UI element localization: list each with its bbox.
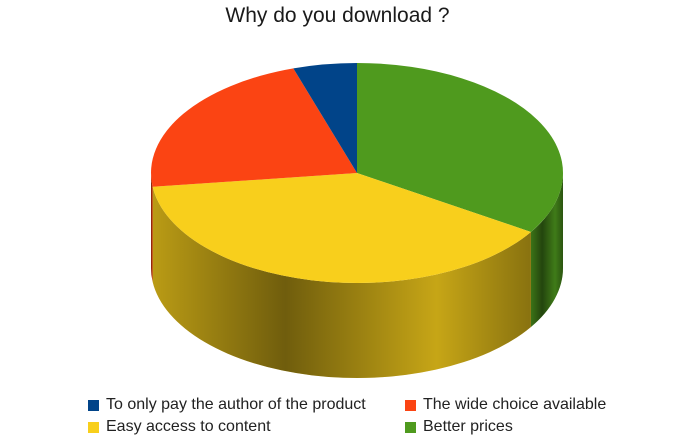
legend-swatch <box>405 399 416 411</box>
legend-item-better-prices: Better prices <box>405 418 648 436</box>
legend-swatch <box>88 421 99 433</box>
legend-label: To only pay the author of the product <box>106 396 366 413</box>
legend-label: Better prices <box>423 418 513 435</box>
legend-item-easy-access-to-content: Easy access to content <box>88 418 405 436</box>
pie-slice-the-wide-choice-available <box>151 68 357 187</box>
legend-label: Easy access to content <box>106 418 271 435</box>
pie-side-shade-the-wide-choice-available <box>151 173 153 282</box>
pie-side-shade-easy-access-to-content <box>152 186 531 379</box>
pie-slice-easy-access-to-content <box>152 173 531 284</box>
chart-title: Why do you download ? <box>225 4 450 27</box>
chart-legend: To only pay the author of the product The… <box>88 396 648 436</box>
legend-swatch <box>405 421 416 433</box>
legend-swatch <box>88 399 99 411</box>
pie-tops <box>151 63 564 284</box>
pie-side-shade-better-prices <box>530 173 563 327</box>
legend-label: The wide choice available <box>423 396 607 413</box>
pie-sides <box>151 173 563 379</box>
legend-item-the-wide-choice-available: The wide choice available <box>405 396 648 414</box>
legend-item-to-only-pay-the-author-of-the-product: To only pay the author of the product <box>88 396 405 414</box>
pie-slice-to-only-pay-the-author-of-the-product <box>293 63 357 173</box>
pie-slice-better-prices <box>357 63 564 232</box>
